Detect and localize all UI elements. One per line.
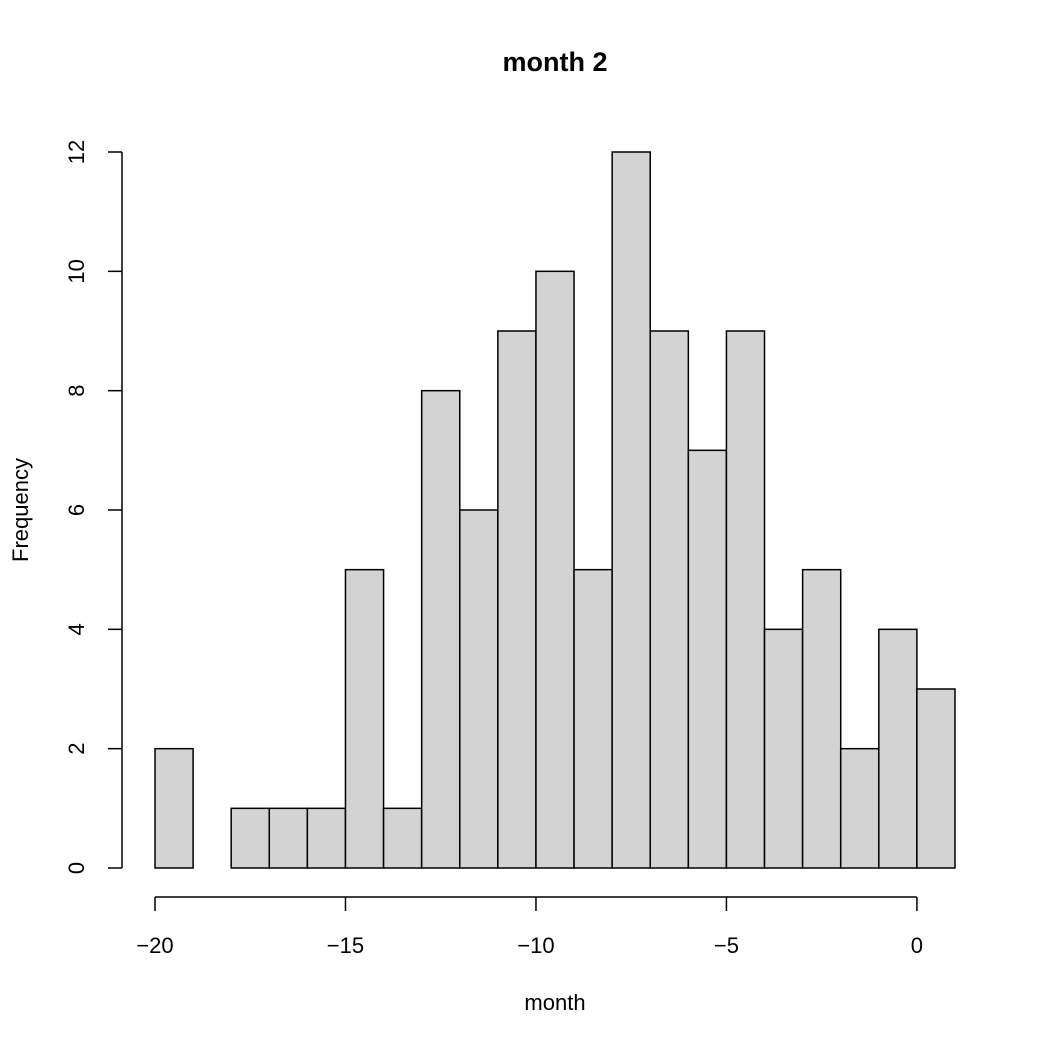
- histogram-bar: [878, 628, 918, 869]
- y-axis: 0 2 4 6 8 10 12: [64, 140, 123, 874]
- histogram-bar: [154, 747, 194, 869]
- x-tick-label: −20: [136, 933, 173, 958]
- histogram-bar: [306, 807, 347, 869]
- histogram-bar: [497, 330, 537, 869]
- y-tick-label: 8: [64, 385, 89, 397]
- y-tick-label: 12: [64, 140, 89, 164]
- y-tick-label: 2: [64, 743, 89, 755]
- y-axis-label: Frequency: [8, 458, 33, 562]
- histogram-bar: [230, 807, 271, 869]
- histogram-bar: [725, 330, 766, 869]
- y-tick-label: 10: [64, 259, 89, 283]
- histogram-bar: [687, 449, 728, 869]
- histogram-bar: [763, 628, 804, 869]
- histogram-bar: [344, 568, 385, 869]
- histogram-bar: [459, 509, 499, 869]
- histogram-bar: [839, 747, 880, 869]
- x-tick-label: 0: [911, 933, 923, 958]
- x-tick-label: −5: [714, 933, 739, 958]
- histogram-bar: [382, 807, 423, 869]
- y-tick-label: 0: [64, 862, 89, 874]
- histogram-bar: [535, 270, 575, 869]
- x-axis-label: month: [524, 990, 585, 1015]
- histogram-bar: [916, 688, 956, 869]
- bars-group: [154, 151, 956, 869]
- histogram-bar: [611, 151, 651, 869]
- y-tick-label: 4: [64, 623, 89, 635]
- histogram-bar: [268, 807, 309, 869]
- x-tick-label: −15: [327, 933, 364, 958]
- histogram-bar: [420, 389, 461, 869]
- chart-title: month 2: [503, 47, 608, 77]
- histogram-bar: [801, 568, 842, 869]
- x-axis: −20 −15 −10 −5 0: [136, 896, 923, 958]
- x-tick-label: −10: [517, 933, 554, 958]
- y-tick-label: 6: [64, 504, 89, 516]
- histogram-bar: [573, 568, 613, 869]
- histogram-bar: [649, 330, 690, 869]
